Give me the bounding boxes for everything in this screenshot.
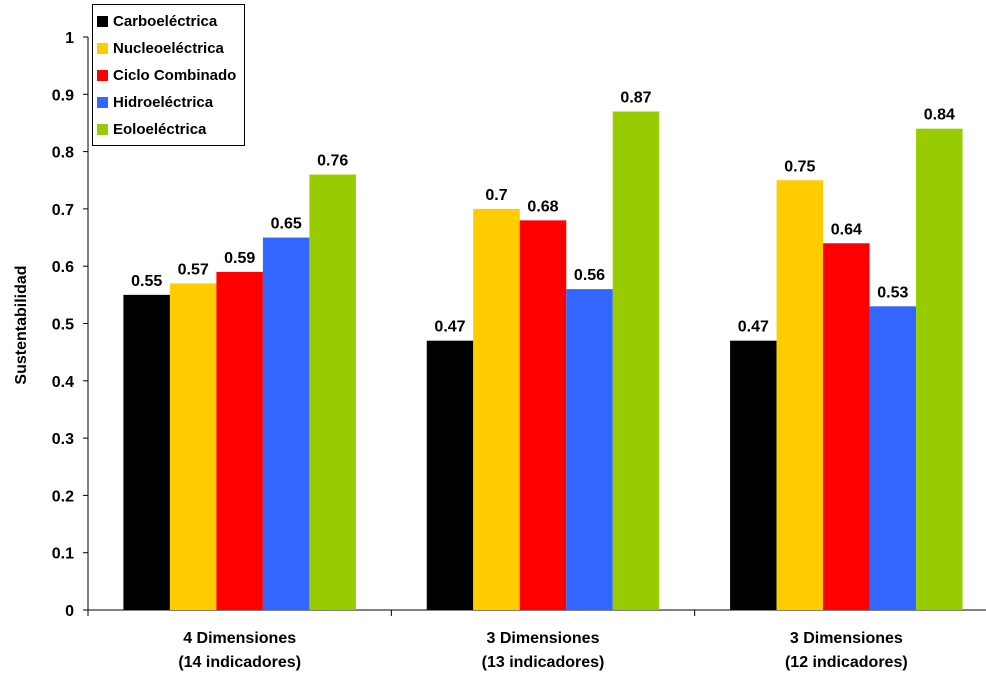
legend-swatch bbox=[97, 97, 108, 108]
data-label: 0.68 bbox=[527, 198, 558, 215]
data-label: 0.64 bbox=[831, 221, 862, 238]
data-label: 0.76 bbox=[317, 153, 348, 170]
legend-label: Carboeléctrica bbox=[113, 13, 218, 30]
axes: 0 0.1 0.2 0.3 0.4 0.5 0.6 0.7 0.8 0.9 1 4 Dimension… bbox=[52, 30, 986, 671]
y-tick-label: 0.4 bbox=[52, 374, 74, 391]
bar bbox=[566, 289, 613, 610]
legend-swatch bbox=[97, 70, 108, 81]
bar bbox=[823, 243, 870, 610]
legend-swatch bbox=[97, 43, 108, 54]
bar bbox=[309, 174, 356, 610]
bar bbox=[262, 237, 310, 611]
y-tick-label: 0.7 bbox=[52, 202, 74, 219]
y-tick-label: 0.5 bbox=[52, 317, 74, 334]
data-label: 0.87 bbox=[620, 89, 651, 106]
legend-item-nucleoelectrica: Nucleoeléctrica bbox=[97, 35, 236, 62]
x-tick-label: (13 indicadores) bbox=[482, 654, 605, 671]
y-tick-label: 0 bbox=[65, 603, 74, 620]
legend-item-carboelectrica: Carboeléctrica bbox=[97, 8, 236, 35]
data-label: 0.55 bbox=[131, 273, 162, 290]
y-axis-label: Sustentabilidad bbox=[13, 265, 30, 384]
bar bbox=[123, 294, 170, 610]
x-tick-label: (14 indicadores) bbox=[178, 654, 301, 671]
x-tick-label: 3 Dimensiones bbox=[487, 630, 600, 647]
bar bbox=[169, 283, 217, 610]
data-label: 0.84 bbox=[924, 107, 955, 124]
legend-label: Ciclo Combinado bbox=[113, 67, 237, 84]
legend-item-ciclo-combinado: Ciclo Combinado bbox=[97, 62, 236, 89]
data-label: 0.56 bbox=[574, 267, 605, 284]
legend-label: Eoloeléctrica bbox=[113, 121, 207, 138]
y-tick-label: 0.2 bbox=[52, 488, 74, 505]
y-tick-label: 0.6 bbox=[52, 259, 74, 276]
data-label: 0.7 bbox=[485, 187, 507, 204]
data-label: 0.47 bbox=[434, 319, 465, 336]
y-tick-label: 0.9 bbox=[52, 87, 74, 104]
bar bbox=[426, 340, 474, 610]
data-label: 0.53 bbox=[877, 284, 908, 301]
bar bbox=[869, 306, 917, 610]
legend-item-eoloelectrica: Eoloeléctrica bbox=[97, 116, 236, 143]
bar bbox=[216, 271, 263, 610]
legend-swatch bbox=[97, 16, 108, 27]
data-label: 0.75 bbox=[784, 158, 815, 175]
bar bbox=[473, 208, 520, 610]
data-label: 0.65 bbox=[271, 216, 302, 233]
y-tick-label: 0.8 bbox=[52, 145, 74, 162]
y-tick-label: 0.3 bbox=[52, 431, 74, 448]
legend-label: Nucleoeléctrica bbox=[113, 40, 224, 57]
y-tick-label: 0.1 bbox=[52, 546, 74, 563]
data-label: 0.57 bbox=[178, 261, 209, 278]
y-tick-label: 1 bbox=[65, 30, 74, 47]
legend: Carboeléctrica Nucleoeléctrica Ciclo Com… bbox=[92, 4, 246, 146]
bar bbox=[916, 128, 963, 610]
bar bbox=[730, 340, 777, 610]
legend-item-hidroelectrica: Hidroeléctrica bbox=[97, 89, 236, 116]
x-tick-label: (12 indicadores) bbox=[785, 654, 908, 671]
data-label: 0.47 bbox=[738, 319, 769, 336]
x-tick-label: 4 Dimensiones bbox=[183, 630, 296, 647]
bar bbox=[519, 220, 567, 611]
data-label: 0.59 bbox=[224, 250, 255, 267]
bars: 0.55 0.57 0.59 0.65 0.76 0.47 0.7 0.68 0.56 0.87 0… bbox=[123, 89, 963, 611]
x-tick-label: 3 Dimensiones bbox=[790, 630, 903, 647]
bar bbox=[776, 180, 824, 610]
bar bbox=[612, 111, 660, 611]
legend-label: Hidroeléctrica bbox=[113, 94, 214, 111]
legend-swatch bbox=[97, 124, 108, 135]
